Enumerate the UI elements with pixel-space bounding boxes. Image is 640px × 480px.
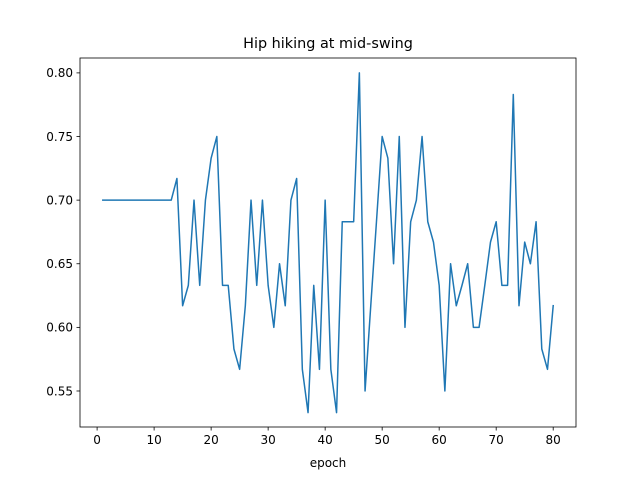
x-tick-label: 30 bbox=[260, 433, 275, 447]
x-tick-label: 40 bbox=[318, 433, 333, 447]
x-tick-label: 80 bbox=[546, 433, 561, 447]
y-tick-label: 0.55 bbox=[46, 384, 73, 398]
x-tick-label: 70 bbox=[489, 433, 504, 447]
plot-area bbox=[102, 72, 555, 414]
x-axis: 0 10 20 30 40 50 60 70 80 bbox=[93, 427, 561, 447]
series-line-0 bbox=[102, 72, 555, 414]
y-tick-label: 0.75 bbox=[46, 130, 73, 144]
y-tick-label: 0.65 bbox=[46, 257, 73, 271]
y-tick-label: 0.60 bbox=[46, 321, 73, 335]
y-tick-label: 0.70 bbox=[46, 193, 73, 207]
y-tick-label: 0.80 bbox=[46, 66, 73, 80]
x-tick-label: 0 bbox=[93, 433, 101, 447]
y-axis: 0.55 0.60 0.65 0.70 0.75 0.80 bbox=[46, 66, 80, 398]
chart-title: Hip hiking at mid-swing bbox=[243, 36, 413, 52]
x-tick-label: 20 bbox=[203, 433, 218, 447]
x-tick-label: 50 bbox=[375, 433, 390, 447]
x-tick-label: 10 bbox=[146, 433, 161, 447]
axes-frame bbox=[79, 57, 577, 428]
x-axis-label: epoch bbox=[310, 456, 347, 470]
x-tick-label: 60 bbox=[432, 433, 447, 447]
